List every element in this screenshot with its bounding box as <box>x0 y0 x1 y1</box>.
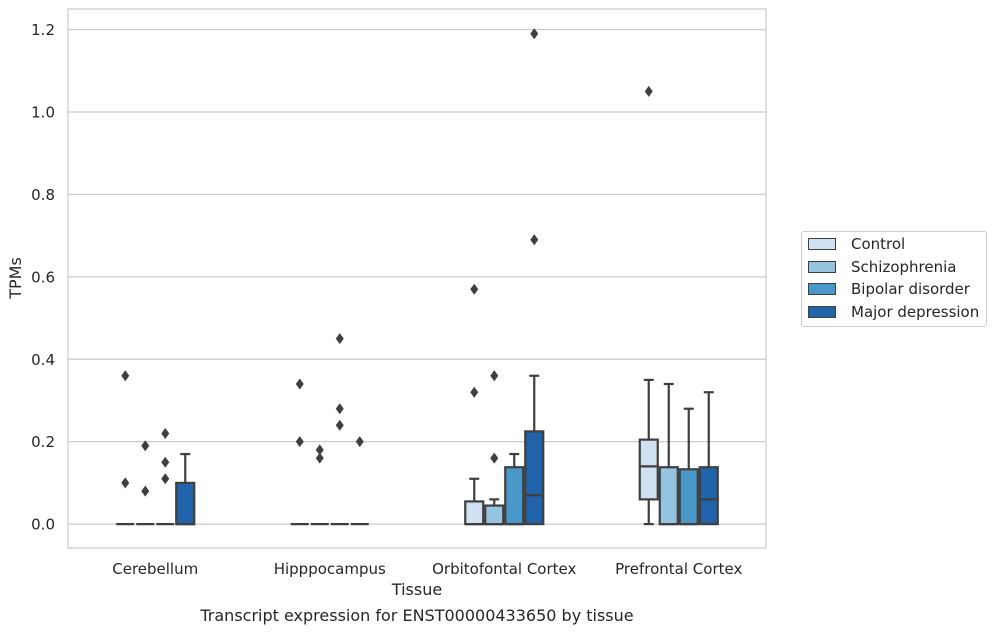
box-plot <box>290 378 309 526</box>
x-tick-labels: Cerebellum Hipppocampus Orbitofontal Corte… <box>112 560 742 578</box>
outlier-point <box>141 485 150 497</box>
x-tick-label: Hipppocampus <box>274 560 386 578</box>
outlier-point <box>295 378 304 390</box>
outlier-point <box>161 427 170 439</box>
legend-item-control: Control <box>808 234 905 254</box>
y-tick-label: 1.0 <box>31 104 55 122</box>
box-body <box>698 466 719 526</box>
box-plot <box>464 283 485 526</box>
outlier-point <box>470 386 479 398</box>
box-body <box>464 500 485 526</box>
box-body <box>524 430 545 526</box>
y-tick-label: 0.0 <box>31 516 55 534</box>
chart-caption: Transcript expression for ENST0000043365… <box>200 606 634 625</box>
box-plot <box>330 333 349 526</box>
outlier-point <box>530 28 539 40</box>
legend-swatch-schizophrenia <box>808 261 836 273</box>
legend-swatch-major-depression <box>808 306 836 318</box>
outlier-point <box>470 283 479 295</box>
legend-swatch-bipolar-disorder <box>808 283 836 295</box>
box-plot <box>658 382 679 526</box>
legend-item-major-depression: Major depression <box>808 302 979 322</box>
box-body <box>658 466 679 526</box>
x-tick-label: Cerebellum <box>112 560 198 578</box>
box-plot <box>678 407 699 526</box>
box-plot <box>698 391 719 526</box>
outlier-point <box>530 234 539 246</box>
legend-label-major-depression: Major depression <box>851 303 980 321</box>
box-body <box>175 481 196 526</box>
x-tick-label: Prefrontal Cortex <box>615 560 742 578</box>
plot-area-frame <box>67 8 767 549</box>
box-plot <box>638 85 659 526</box>
legend-item-bipolar-disorder: Bipolar disorder <box>808 279 970 299</box>
grid-lines <box>68 28 766 525</box>
y-tick-label: 0.6 <box>31 268 55 286</box>
box-plot-series <box>116 28 719 526</box>
outlier-point <box>315 444 324 456</box>
box-plot <box>350 436 369 526</box>
box-plot <box>136 440 155 526</box>
x-tick-label: Orbitofontal Cortex <box>432 560 576 578</box>
outlier-point <box>335 419 344 431</box>
y-axis-label: TPMs <box>6 257 25 300</box>
outlier-point <box>141 440 150 452</box>
legend-swatch-control <box>808 238 836 250</box>
outlier-point <box>161 473 170 485</box>
y-tick-label: 0.8 <box>31 186 55 204</box>
outlier-point <box>335 333 344 345</box>
outlier-point <box>644 85 653 97</box>
box-plot <box>310 444 329 526</box>
box-body <box>638 438 659 501</box>
y-tick-label: 0.2 <box>31 433 55 451</box>
legend-label-bipolar-disorder: Bipolar disorder <box>851 280 970 298</box>
box-body <box>678 468 699 526</box>
box-body <box>484 504 505 526</box>
outlier-point <box>315 452 324 464</box>
legend: Control Schizophrenia Bipolar disorder M… <box>801 231 987 327</box>
box-plot <box>156 427 175 526</box>
box-body <box>504 466 525 526</box>
y-tick-label: 0.4 <box>31 351 55 369</box>
outlier-point <box>490 370 499 382</box>
legend-label-schizophrenia: Schizophrenia <box>851 258 957 276</box>
outlier-point <box>355 436 364 448</box>
box-plot <box>484 370 505 526</box>
outlier-point <box>161 456 170 468</box>
outlier-point <box>335 403 344 415</box>
box-plot <box>524 28 545 526</box>
outlier-point <box>121 370 130 382</box>
box-plot <box>175 452 196 526</box>
outlier-point <box>295 436 304 448</box>
x-axis-label: Tissue <box>391 580 442 599</box>
legend-label-control: Control <box>851 235 906 253</box>
outlier-point <box>490 452 499 464</box>
outlier-point <box>121 477 130 489</box>
legend-item-schizophrenia: Schizophrenia <box>808 257 956 277</box>
box-plot <box>504 452 525 526</box>
box-plot <box>116 370 135 526</box>
y-tick-labels: 0.0 0.2 0.4 0.6 0.8 1.0 1.2 <box>31 21 55 533</box>
y-tick-label: 1.2 <box>31 21 55 39</box>
